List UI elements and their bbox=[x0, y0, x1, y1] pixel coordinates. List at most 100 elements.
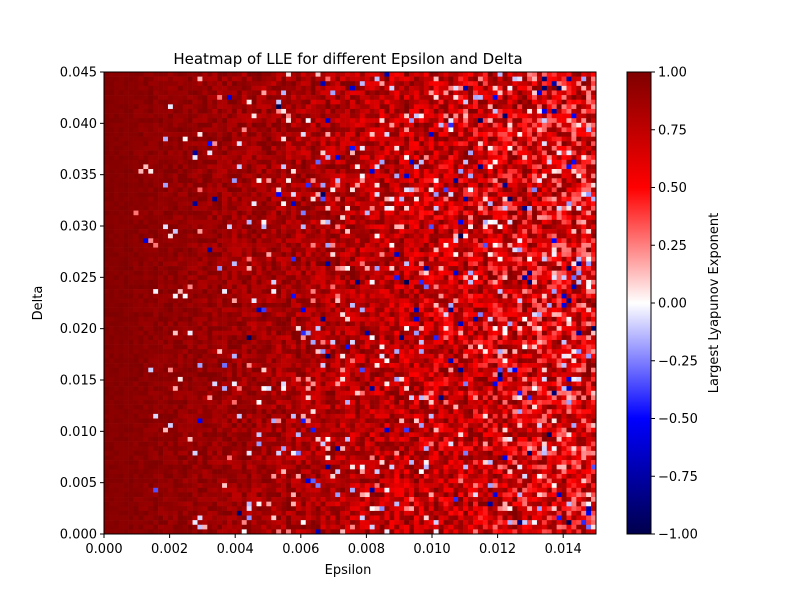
heatmap-cell bbox=[354, 113, 361, 119]
heatmap-cells bbox=[104, 72, 597, 535]
heatmap-cell bbox=[300, 113, 307, 119]
heatmap-cell bbox=[281, 279, 287, 285]
heatmap-cell bbox=[522, 205, 528, 211]
heatmap-cell bbox=[359, 256, 366, 262]
heatmap-cell bbox=[364, 284, 370, 290]
heatmap-cell bbox=[187, 229, 193, 234]
heatmap-cell bbox=[182, 187, 188, 193]
heatmap-cell bbox=[512, 145, 518, 151]
heatmap-cell bbox=[507, 81, 513, 87]
heatmap-cell bbox=[192, 90, 198, 96]
heatmap-cell bbox=[128, 233, 134, 239]
heatmap-cell bbox=[325, 159, 331, 165]
heatmap-cell bbox=[281, 293, 287, 299]
heatmap-cell bbox=[443, 145, 449, 151]
heatmap-cell bbox=[477, 104, 484, 110]
heatmap-cell bbox=[428, 279, 434, 285]
heatmap-cell bbox=[222, 298, 228, 304]
heatmap-cell bbox=[281, 298, 287, 304]
heatmap-cell bbox=[227, 252, 233, 258]
heatmap-cell bbox=[438, 279, 444, 285]
heatmap-cell bbox=[551, 173, 557, 179]
heatmap-cell bbox=[104, 215, 110, 221]
heatmap-cell bbox=[448, 210, 454, 216]
heatmap-cell bbox=[335, 201, 341, 207]
heatmap-cell bbox=[113, 242, 120, 248]
heatmap-cell bbox=[236, 266, 243, 271]
heatmap-cell bbox=[517, 233, 523, 239]
heatmap-cell bbox=[532, 219, 538, 225]
heatmap-cell bbox=[418, 145, 425, 151]
heatmap-cell bbox=[394, 298, 400, 304]
heatmap-cell bbox=[236, 192, 243, 198]
heatmap-cell bbox=[113, 145, 120, 151]
heatmap-cell bbox=[153, 178, 159, 184]
heatmap-cell bbox=[374, 238, 380, 244]
heatmap-cell bbox=[413, 284, 420, 290]
heatmap-cell bbox=[453, 201, 459, 207]
heatmap-cell bbox=[231, 72, 238, 77]
heatmap-cell bbox=[266, 108, 272, 114]
heatmap-cell bbox=[335, 99, 341, 105]
heatmap-cell bbox=[423, 118, 430, 124]
heatmap-cell bbox=[359, 136, 366, 142]
heatmap-cell bbox=[384, 205, 390, 211]
heatmap-cell bbox=[438, 229, 444, 234]
heatmap-cell bbox=[217, 201, 223, 207]
heatmap-cell bbox=[163, 95, 169, 101]
heatmap-cell bbox=[325, 261, 331, 267]
heatmap-cell bbox=[453, 182, 459, 188]
heatmap-cell bbox=[345, 145, 351, 151]
heatmap-cell bbox=[172, 90, 179, 96]
heatmap-cell bbox=[448, 219, 454, 225]
heatmap-cell bbox=[335, 95, 341, 101]
heatmap-cell bbox=[227, 224, 233, 230]
heatmap-cell bbox=[177, 132, 184, 137]
heatmap-cell bbox=[325, 252, 331, 258]
heatmap-cell bbox=[345, 284, 351, 290]
heatmap-cell bbox=[276, 224, 282, 230]
heatmap-cell bbox=[541, 247, 548, 253]
heatmap-cell bbox=[281, 164, 287, 170]
heatmap-cell bbox=[561, 164, 567, 170]
heatmap-cell bbox=[256, 159, 262, 165]
heatmap-cell bbox=[458, 247, 464, 253]
heatmap-cell bbox=[507, 201, 513, 207]
heatmap-cell bbox=[453, 104, 459, 110]
heatmap-cell bbox=[364, 76, 370, 82]
heatmap-cell bbox=[202, 169, 208, 174]
heatmap-cell bbox=[443, 141, 449, 147]
heatmap-cell bbox=[163, 261, 169, 267]
heatmap-cell bbox=[197, 192, 203, 198]
heatmap-cell bbox=[295, 169, 302, 174]
heatmap-cell bbox=[586, 261, 592, 267]
heatmap-cell bbox=[295, 205, 302, 211]
heatmap-cell bbox=[222, 210, 228, 216]
heatmap-cell bbox=[227, 150, 233, 156]
heatmap-cell bbox=[566, 279, 572, 285]
heatmap-cell bbox=[104, 155, 110, 161]
heatmap-cell bbox=[335, 284, 341, 290]
heatmap-cell bbox=[536, 118, 543, 124]
heatmap-cell bbox=[389, 132, 395, 137]
heatmap-cell bbox=[217, 132, 223, 137]
heatmap-cell bbox=[187, 279, 193, 285]
heatmap-cell bbox=[413, 90, 420, 96]
heatmap-cell bbox=[241, 127, 247, 133]
heatmap-cell bbox=[379, 178, 385, 184]
heatmap-cell bbox=[541, 90, 548, 96]
heatmap-cell bbox=[335, 224, 341, 230]
heatmap-cell bbox=[438, 247, 444, 253]
heatmap-cell bbox=[438, 95, 444, 101]
heatmap-cell bbox=[197, 127, 203, 133]
heatmap-cell bbox=[236, 256, 243, 262]
heatmap-cell bbox=[325, 127, 331, 133]
heatmap-cell bbox=[104, 113, 110, 119]
heatmap-cell bbox=[177, 99, 184, 105]
heatmap-cell bbox=[507, 284, 513, 290]
heatmap-cell bbox=[463, 205, 469, 211]
heatmap-cell bbox=[133, 155, 139, 161]
heatmap-cell bbox=[532, 164, 538, 170]
heatmap-cell bbox=[138, 279, 144, 285]
heatmap-cell bbox=[566, 229, 572, 234]
